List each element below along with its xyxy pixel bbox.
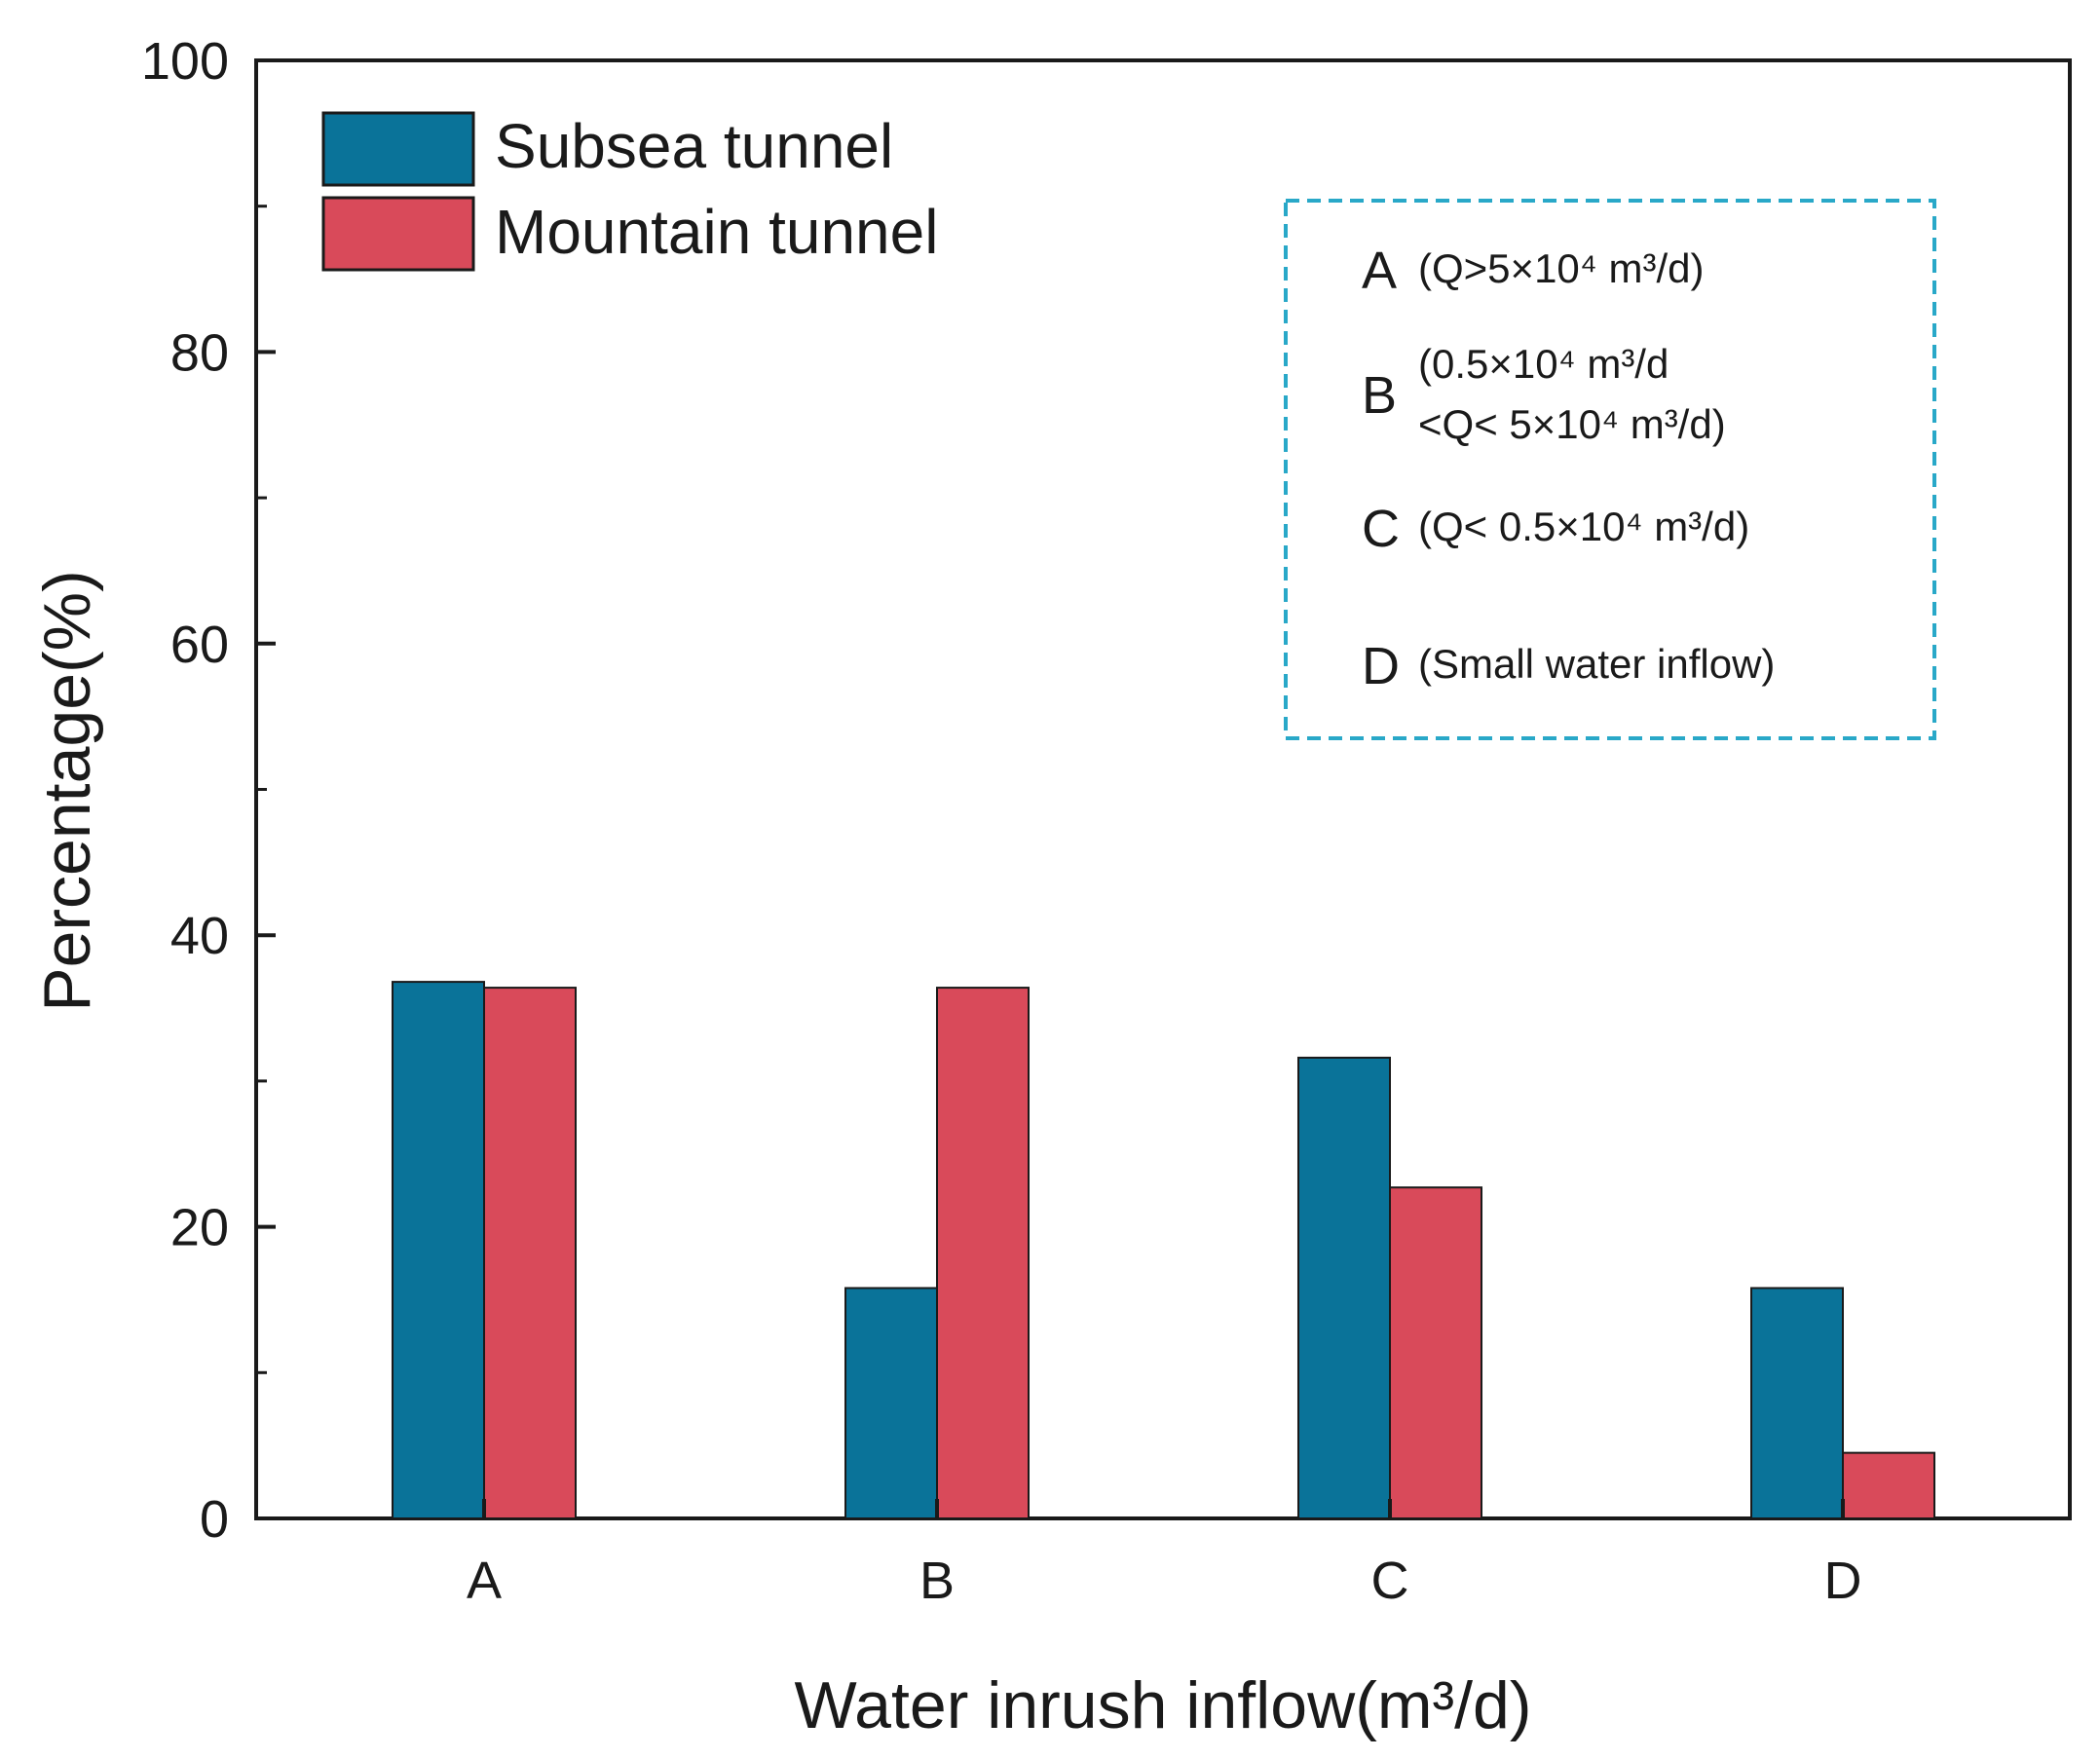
x-axis: A B C D: [467, 1499, 1862, 1610]
y-tick-label-3: 60: [170, 616, 229, 674]
y-tick-label-2: 40: [170, 907, 229, 965]
x-tick-label-c: C: [1371, 1552, 1409, 1610]
x-tick-label-b: B: [919, 1552, 955, 1610]
legend-label-mountain: Mountain tunnel: [495, 197, 938, 267]
bars: [392, 981, 1935, 1520]
note-text-a: (Q>5×10⁴ m³/d): [1418, 245, 1705, 291]
note-letter-b: B: [1362, 366, 1397, 425]
note-box-border: [1284, 199, 1936, 740]
bar-mountain-d: [1842, 1451, 1935, 1520]
bar-mountain-a: [483, 987, 577, 1519]
note-text-c: (Q< 0.5×10⁴ m³/d): [1418, 504, 1749, 549]
x-tick-label-a: A: [467, 1552, 502, 1610]
note-letter-c: C: [1362, 500, 1400, 558]
bar-mountain-c: [1389, 1186, 1482, 1520]
bar-subsea-d: [1750, 1287, 1844, 1519]
legend: Subsea tunnel Mountain tunnel: [321, 111, 938, 272]
note-letter-a: A: [1362, 242, 1397, 300]
note-text-b-line1: (0.5×10⁴ m³/d: [1418, 341, 1669, 387]
y-tick-label-0: 0: [200, 1490, 229, 1549]
y-axis: 0 20 40 60 80 100: [141, 32, 276, 1549]
y-tick-label-4: 80: [170, 323, 229, 382]
y-tick-label-1: 20: [170, 1199, 229, 1257]
note-letter-d: D: [1362, 637, 1400, 695]
category-note-box: A (Q>5×10⁴ m³/d) B (0.5×10⁴ m³/d <Q< 5×1…: [1284, 199, 1936, 740]
x-tick-label-d: D: [1824, 1552, 1862, 1610]
bar-subsea-c: [1297, 1056, 1391, 1519]
bar-subsea-a: [392, 981, 485, 1519]
y-axis-title: Percentage(%): [30, 570, 104, 1012]
legend-swatch-mountain: [321, 196, 475, 272]
bar-mountain-b: [936, 987, 1030, 1519]
note-text-d: (Small water inflow): [1418, 641, 1775, 687]
note-text-b-line2: <Q< 5×10⁴ m³/d): [1418, 401, 1726, 447]
bar-subsea-b: [844, 1287, 938, 1519]
legend-swatch-subsea: [321, 111, 475, 187]
x-axis-title: Water inrush inflow(m³/d): [795, 1668, 1532, 1742]
legend-label-subsea: Subsea tunnel: [495, 111, 893, 181]
y-tick-label-5: 100: [141, 32, 229, 91]
